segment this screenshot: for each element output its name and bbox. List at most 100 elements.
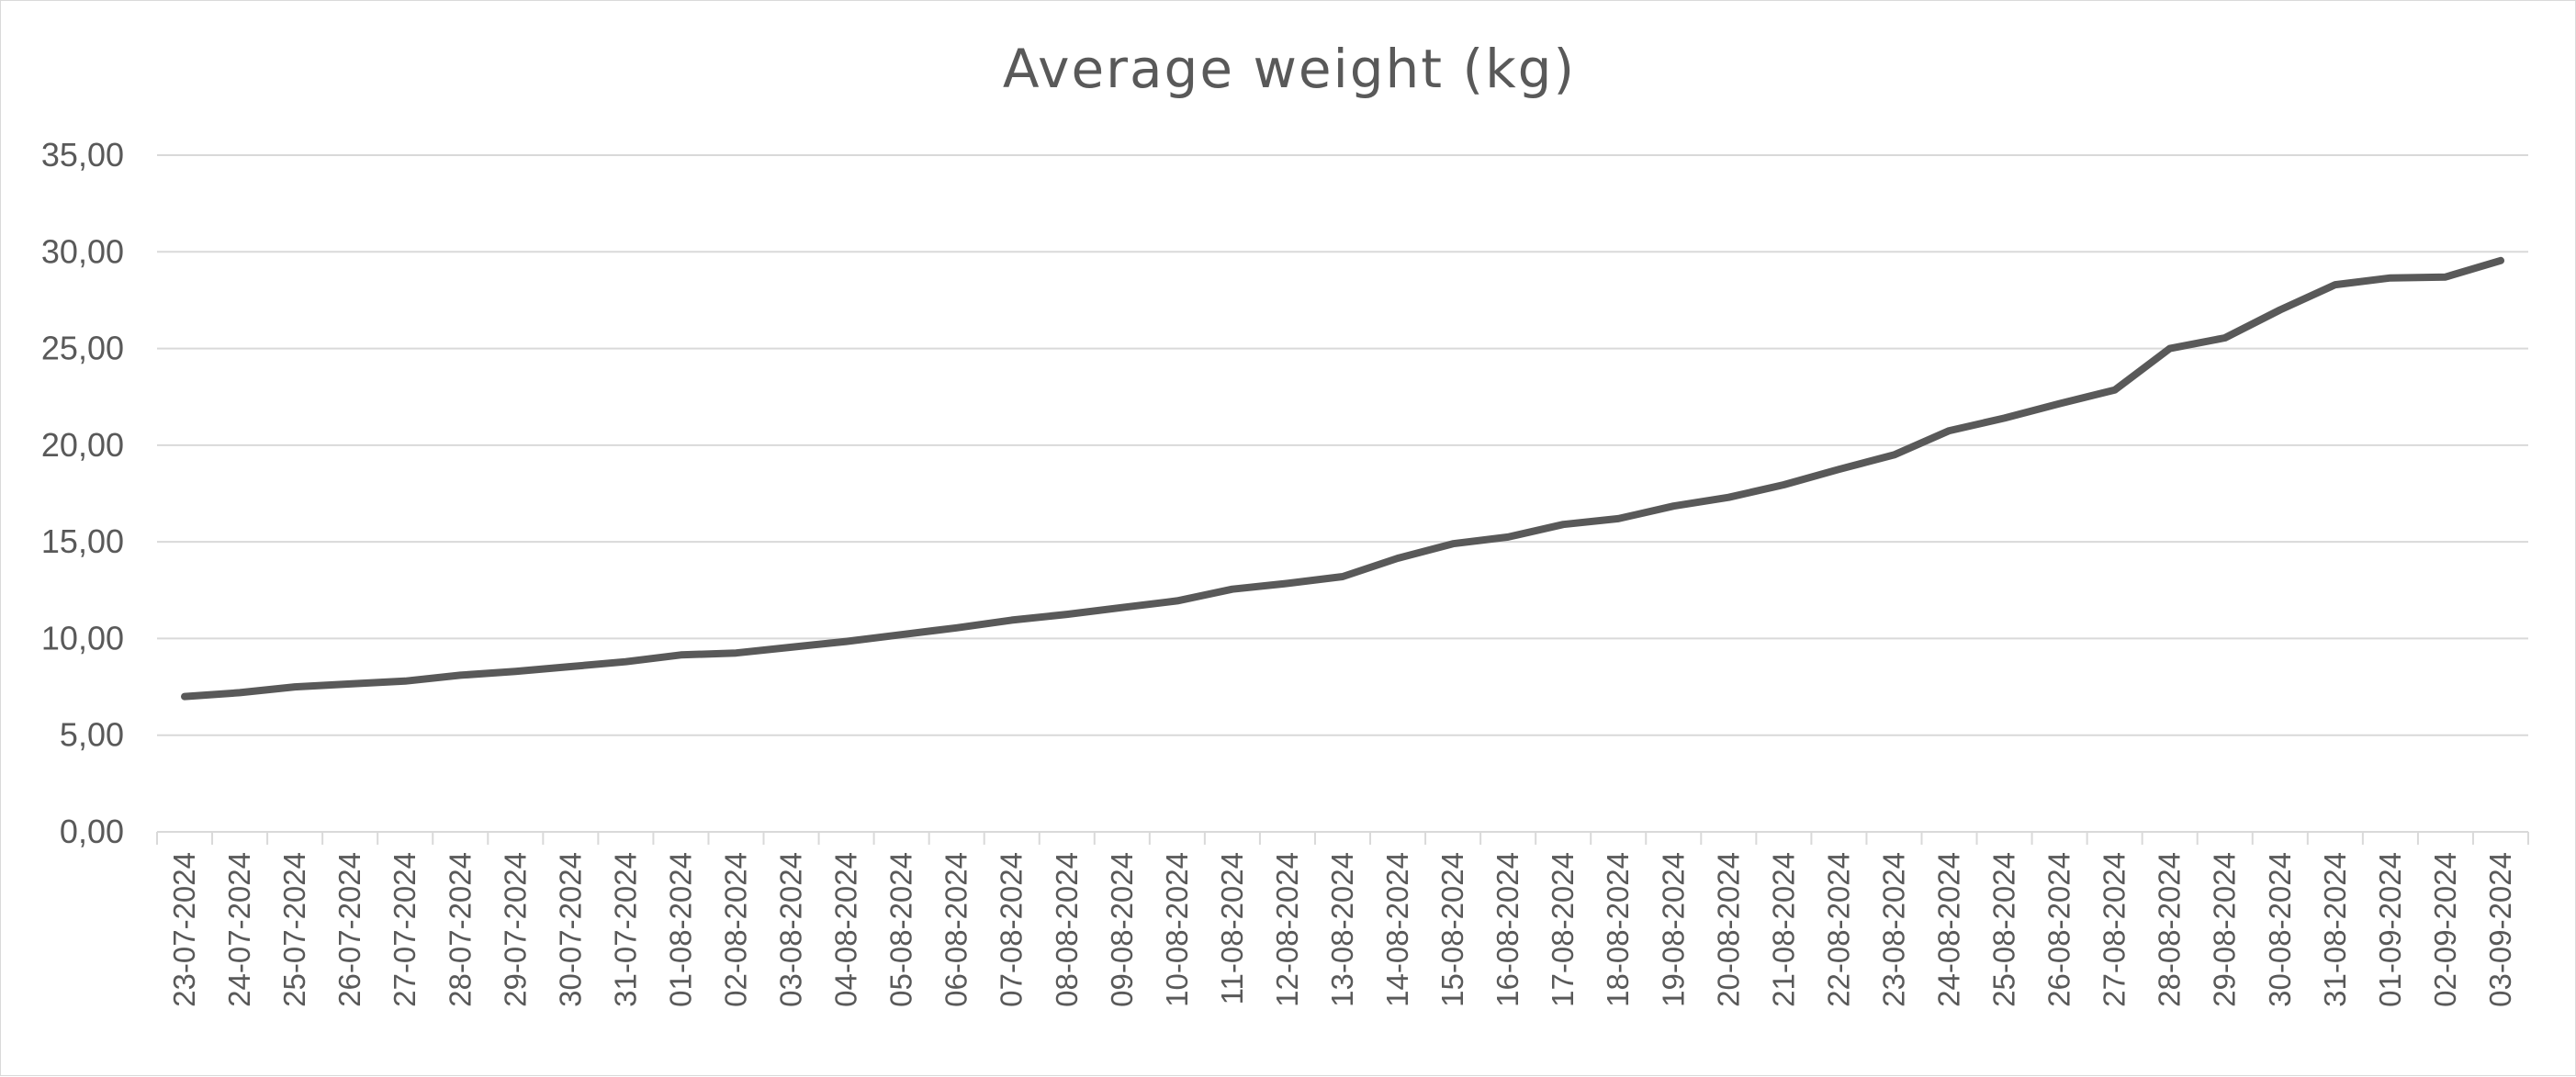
x-tick-label: 21-08-2024 (1766, 852, 1800, 1007)
data-point (1835, 466, 1842, 473)
y-tick-label: 5,00 (60, 716, 124, 754)
data-point (622, 658, 629, 666)
x-tick-label: 20-08-2024 (1711, 852, 1745, 1007)
x-tick-label: 17-08-2024 (1546, 852, 1580, 1007)
x-tick-label: 03-09-2024 (2483, 852, 2517, 1007)
data-point (1725, 494, 1732, 501)
x-tick-label: 25-07-2024 (277, 852, 311, 1007)
x-axis: 23-07-2024 24-07-2024 25-07-2024 26-07-2024… (156, 831, 2529, 1007)
x-tick-label: 01-08-2024 (663, 852, 697, 1007)
data-point (1229, 586, 1236, 593)
data-point (2166, 345, 2174, 353)
data-point (2277, 306, 2284, 313)
data-point (843, 638, 850, 645)
data-point (1119, 604, 1126, 611)
series-line (181, 256, 2504, 701)
y-tick-label: 25,00 (41, 330, 124, 367)
x-tick-label: 18-08-2024 (1601, 852, 1635, 1007)
x-tick-label: 19-08-2024 (1656, 852, 1690, 1007)
x-tick-label: 24-08-2024 (1932, 852, 1966, 1007)
x-tick-label: 27-08-2024 (2098, 852, 2132, 1007)
x-tick-label: 02-09-2024 (2428, 852, 2462, 1007)
data-point (1780, 481, 1787, 488)
y-tick-label: 35,00 (41, 136, 124, 174)
x-tick-label: 30-08-2024 (2263, 852, 2297, 1007)
x-tick-label: 31-07-2024 (608, 852, 642, 1007)
x-tick-label: 27-07-2024 (388, 852, 422, 1007)
data-point (2001, 414, 2008, 421)
x-tick-label: 08-08-2024 (1050, 852, 1084, 1007)
data-point (1946, 427, 1953, 434)
data-point (346, 680, 354, 688)
x-tick-label: 14-08-2024 (1380, 852, 1414, 1007)
data-point (1063, 611, 1071, 618)
chart-title: Average weight (kg) (1003, 38, 1576, 100)
data-point (732, 649, 739, 656)
x-tick-label: 26-07-2024 (332, 852, 366, 1007)
data-point (2497, 257, 2504, 264)
data-point (291, 683, 298, 690)
x-tick-label: 10-08-2024 (1160, 852, 1194, 1007)
data-point (898, 631, 906, 638)
data-point (1284, 579, 1291, 587)
data-point (1339, 573, 1346, 580)
x-tick-label: 25-08-2024 (1987, 852, 2021, 1007)
x-tick-label: 03-08-2024 (774, 852, 808, 1007)
x-tick-label: 16-08-2024 (1490, 852, 1524, 1007)
x-tick-label: 23-07-2024 (167, 852, 201, 1007)
x-tick-label: 04-08-2024 (829, 852, 863, 1007)
x-tick-label: 29-07-2024 (498, 852, 532, 1007)
x-tick-label: 28-07-2024 (443, 852, 477, 1007)
x-tick-label: 13-08-2024 (1325, 852, 1359, 1007)
gridlines (157, 154, 2528, 736)
x-tick-label: 11-08-2024 (1215, 852, 1249, 1004)
data-point (2222, 334, 2229, 342)
data-point (1008, 616, 1016, 623)
data-point (567, 663, 574, 670)
data-point (1614, 515, 1622, 522)
x-tick-label: 24-07-2024 (222, 852, 256, 1007)
data-point (2056, 400, 2064, 408)
data-point (1449, 540, 1457, 547)
data-point (2387, 275, 2394, 282)
data-point (788, 644, 795, 651)
x-tick-label: 02-08-2024 (718, 852, 752, 1007)
y-tick-label: 10,00 (41, 619, 124, 656)
data-point (2332, 281, 2339, 288)
y-tick-label: 15,00 (41, 522, 124, 560)
x-tick-label: 31-08-2024 (2318, 852, 2352, 1007)
data-point (1174, 597, 1181, 604)
data-point (953, 624, 961, 632)
data-point (456, 671, 464, 679)
x-tick-label: 15-08-2024 (1435, 852, 1469, 1007)
x-tick-label: 30-07-2024 (553, 852, 587, 1007)
data-point (1890, 451, 1897, 458)
y-axis: 0,00 5,00 10,00 15,00 20,00 25,00 30,00 35,00 (41, 136, 124, 850)
x-tick-label: 06-08-2024 (939, 852, 973, 1007)
series-layer (181, 256, 2504, 701)
x-tick-label: 29-08-2024 (2208, 852, 2242, 1007)
x-tick-label: 22-08-2024 (1821, 852, 1855, 1007)
data-point (677, 651, 684, 658)
data-point (401, 678, 409, 685)
data-point (236, 689, 243, 696)
x-tick-label: 01-09-2024 (2373, 852, 2407, 1007)
data-point (1559, 521, 1567, 528)
x-tick-label: 28-08-2024 (2153, 852, 2187, 1007)
data-point (1394, 555, 1401, 562)
y-tick-label: 0,00 (60, 813, 124, 850)
data-point (2111, 387, 2119, 394)
x-tick-label: 12-08-2024 (1270, 852, 1304, 1007)
x-tick-label: 26-08-2024 (2042, 852, 2076, 1007)
x-tick-label: 07-08-2024 (995, 852, 1029, 1007)
data-point (1670, 502, 1677, 510)
y-tick-label: 30,00 (41, 232, 124, 270)
x-tick-label: 23-08-2024 (1876, 852, 1910, 1007)
data-point (512, 668, 519, 675)
x-tick-label: 09-08-2024 (1105, 852, 1139, 1007)
data-point (1504, 533, 1512, 541)
y-tick-label: 20,00 (41, 426, 124, 464)
x-tick-label: 05-08-2024 (884, 852, 918, 1007)
